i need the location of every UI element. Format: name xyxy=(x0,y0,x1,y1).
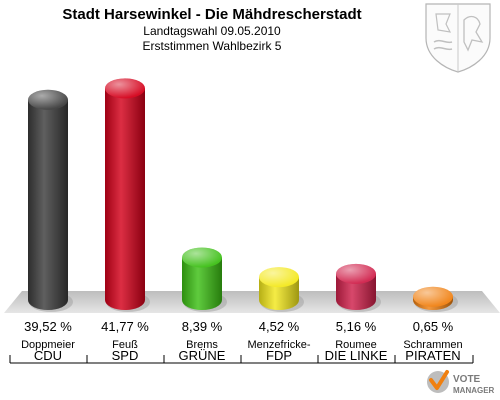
bar-body-die-linke xyxy=(336,273,376,310)
bar-spd xyxy=(105,78,150,312)
value-label-gr-ne: 8,39 % xyxy=(182,319,223,334)
category-axis xyxy=(9,355,474,364)
bar-top-shine xyxy=(259,267,299,288)
candidate-label-spd: Feuß xyxy=(112,339,138,351)
chart-subtitle-election: Landtagswahl 09.05.2010 xyxy=(143,24,281,38)
logo-word-vote: VOTE xyxy=(453,374,481,385)
coat-of-arms-icon xyxy=(425,3,491,73)
candidate-label-piraten: Schrammen xyxy=(403,339,462,351)
party-label-spd: SPD xyxy=(112,348,139,363)
bar-body-gr-ne xyxy=(182,257,222,310)
candidate-label-die-linke: Roumee xyxy=(335,339,377,351)
value-label-piraten: 0,65 % xyxy=(413,319,454,334)
bar-piraten xyxy=(413,286,458,312)
value-label-spd: 41,77 % xyxy=(101,319,149,334)
value-label-die-linke: 5,16 % xyxy=(336,319,377,334)
value-label-fdp: 4,52 % xyxy=(259,319,300,334)
bar-top-shine xyxy=(105,78,145,99)
bar-top-shine xyxy=(28,89,68,110)
party-label-piraten: PIRATEN xyxy=(405,348,460,363)
value-label-cdu: 39,52 % xyxy=(24,319,72,334)
bar-fdp xyxy=(259,267,304,312)
chart-subtitle-district: Erststimmen Wahlbezirk 5 xyxy=(143,39,282,53)
bar-gr-ne xyxy=(182,247,227,312)
bar-cdu xyxy=(28,89,73,312)
vote-manager-logo: VOTE MANAGER xyxy=(427,370,495,395)
bar-body-cdu xyxy=(28,99,68,310)
bar-top-shine xyxy=(336,263,376,284)
bar-top-shine xyxy=(182,247,222,268)
bar-body-spd xyxy=(105,88,145,311)
party-label-fdp: FDP xyxy=(266,348,292,363)
bar-top-shine xyxy=(413,286,453,307)
logo-word-manager: MANAGER xyxy=(453,386,495,395)
party-label-gr-ne: GRÜNE xyxy=(179,348,226,363)
chart-title: Stadt Harsewinkel - Die Mähdrescherstadt xyxy=(62,6,361,23)
bar-die-linke xyxy=(336,263,381,312)
party-label-cdu: CDU xyxy=(34,348,62,363)
candidate-label-fdp: Menzefricke- xyxy=(248,339,311,351)
party-label-die-linke: DIE LINKE xyxy=(325,348,388,363)
candidate-label-cdu: Doppmeier xyxy=(21,339,75,351)
candidate-label-gr-ne: Brems xyxy=(186,339,218,351)
checkmark-icon xyxy=(427,370,449,393)
